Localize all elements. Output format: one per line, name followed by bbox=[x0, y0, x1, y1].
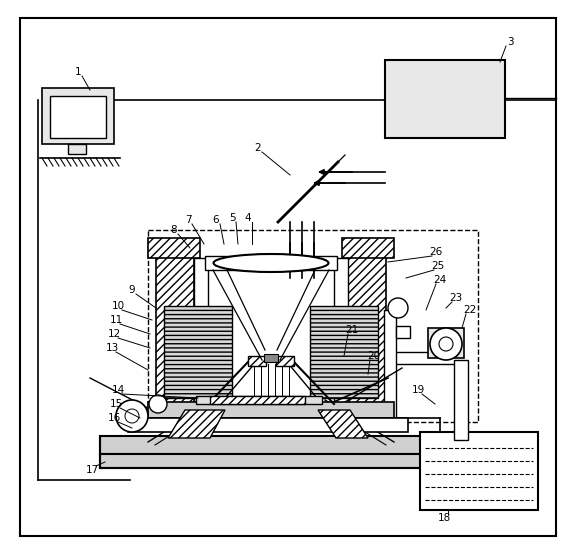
Bar bbox=[156, 248, 194, 408]
Bar bbox=[348, 248, 386, 408]
Text: 8: 8 bbox=[170, 225, 177, 235]
Text: 9: 9 bbox=[128, 285, 135, 295]
Text: 2: 2 bbox=[255, 143, 262, 153]
Text: 24: 24 bbox=[433, 275, 446, 285]
Text: 7: 7 bbox=[185, 215, 191, 225]
Bar bbox=[342, 238, 394, 258]
Bar bbox=[164, 306, 232, 398]
Bar bbox=[42, 88, 114, 144]
Bar bbox=[196, 396, 322, 404]
Text: 12: 12 bbox=[107, 329, 120, 339]
Bar bbox=[210, 396, 305, 404]
Bar bbox=[100, 454, 440, 468]
Text: 5: 5 bbox=[229, 213, 236, 223]
Text: 20: 20 bbox=[367, 351, 381, 361]
Circle shape bbox=[116, 400, 148, 432]
Bar bbox=[334, 258, 348, 406]
Circle shape bbox=[388, 298, 408, 318]
Text: 25: 25 bbox=[431, 261, 445, 271]
Circle shape bbox=[125, 409, 139, 423]
Text: 3: 3 bbox=[507, 37, 513, 47]
Bar bbox=[205, 256, 337, 270]
Text: 4: 4 bbox=[245, 213, 251, 223]
Bar bbox=[148, 230, 478, 422]
Text: 11: 11 bbox=[109, 315, 123, 325]
Text: 17: 17 bbox=[85, 465, 98, 475]
Bar bbox=[194, 258, 208, 406]
Bar bbox=[68, 144, 86, 154]
Text: 1: 1 bbox=[75, 67, 81, 77]
Circle shape bbox=[439, 337, 453, 351]
Bar bbox=[428, 328, 464, 358]
Bar bbox=[420, 432, 538, 510]
Bar bbox=[384, 310, 396, 418]
Bar bbox=[454, 360, 468, 440]
Bar bbox=[264, 354, 278, 362]
Ellipse shape bbox=[214, 254, 328, 272]
Text: 16: 16 bbox=[107, 413, 120, 423]
Text: 6: 6 bbox=[213, 215, 219, 225]
Text: 10: 10 bbox=[111, 301, 124, 311]
Text: 14: 14 bbox=[111, 385, 124, 395]
Bar bbox=[50, 96, 106, 138]
Polygon shape bbox=[318, 410, 368, 438]
Bar bbox=[148, 402, 394, 418]
Text: 19: 19 bbox=[411, 385, 425, 395]
Text: 18: 18 bbox=[437, 513, 450, 523]
Bar bbox=[396, 326, 410, 338]
Bar bbox=[248, 356, 266, 366]
Bar bbox=[148, 238, 200, 258]
Text: 15: 15 bbox=[109, 399, 123, 409]
Circle shape bbox=[149, 395, 167, 413]
Polygon shape bbox=[168, 410, 225, 438]
Text: 23: 23 bbox=[449, 293, 463, 303]
Text: 26: 26 bbox=[429, 247, 442, 257]
Text: 21: 21 bbox=[346, 325, 359, 335]
Circle shape bbox=[430, 328, 462, 360]
Bar bbox=[276, 356, 294, 366]
Bar bbox=[100, 436, 440, 454]
Bar bbox=[310, 306, 378, 398]
Bar bbox=[385, 60, 505, 138]
Text: 13: 13 bbox=[105, 343, 119, 353]
Bar bbox=[128, 418, 408, 432]
Text: 22: 22 bbox=[463, 305, 476, 315]
